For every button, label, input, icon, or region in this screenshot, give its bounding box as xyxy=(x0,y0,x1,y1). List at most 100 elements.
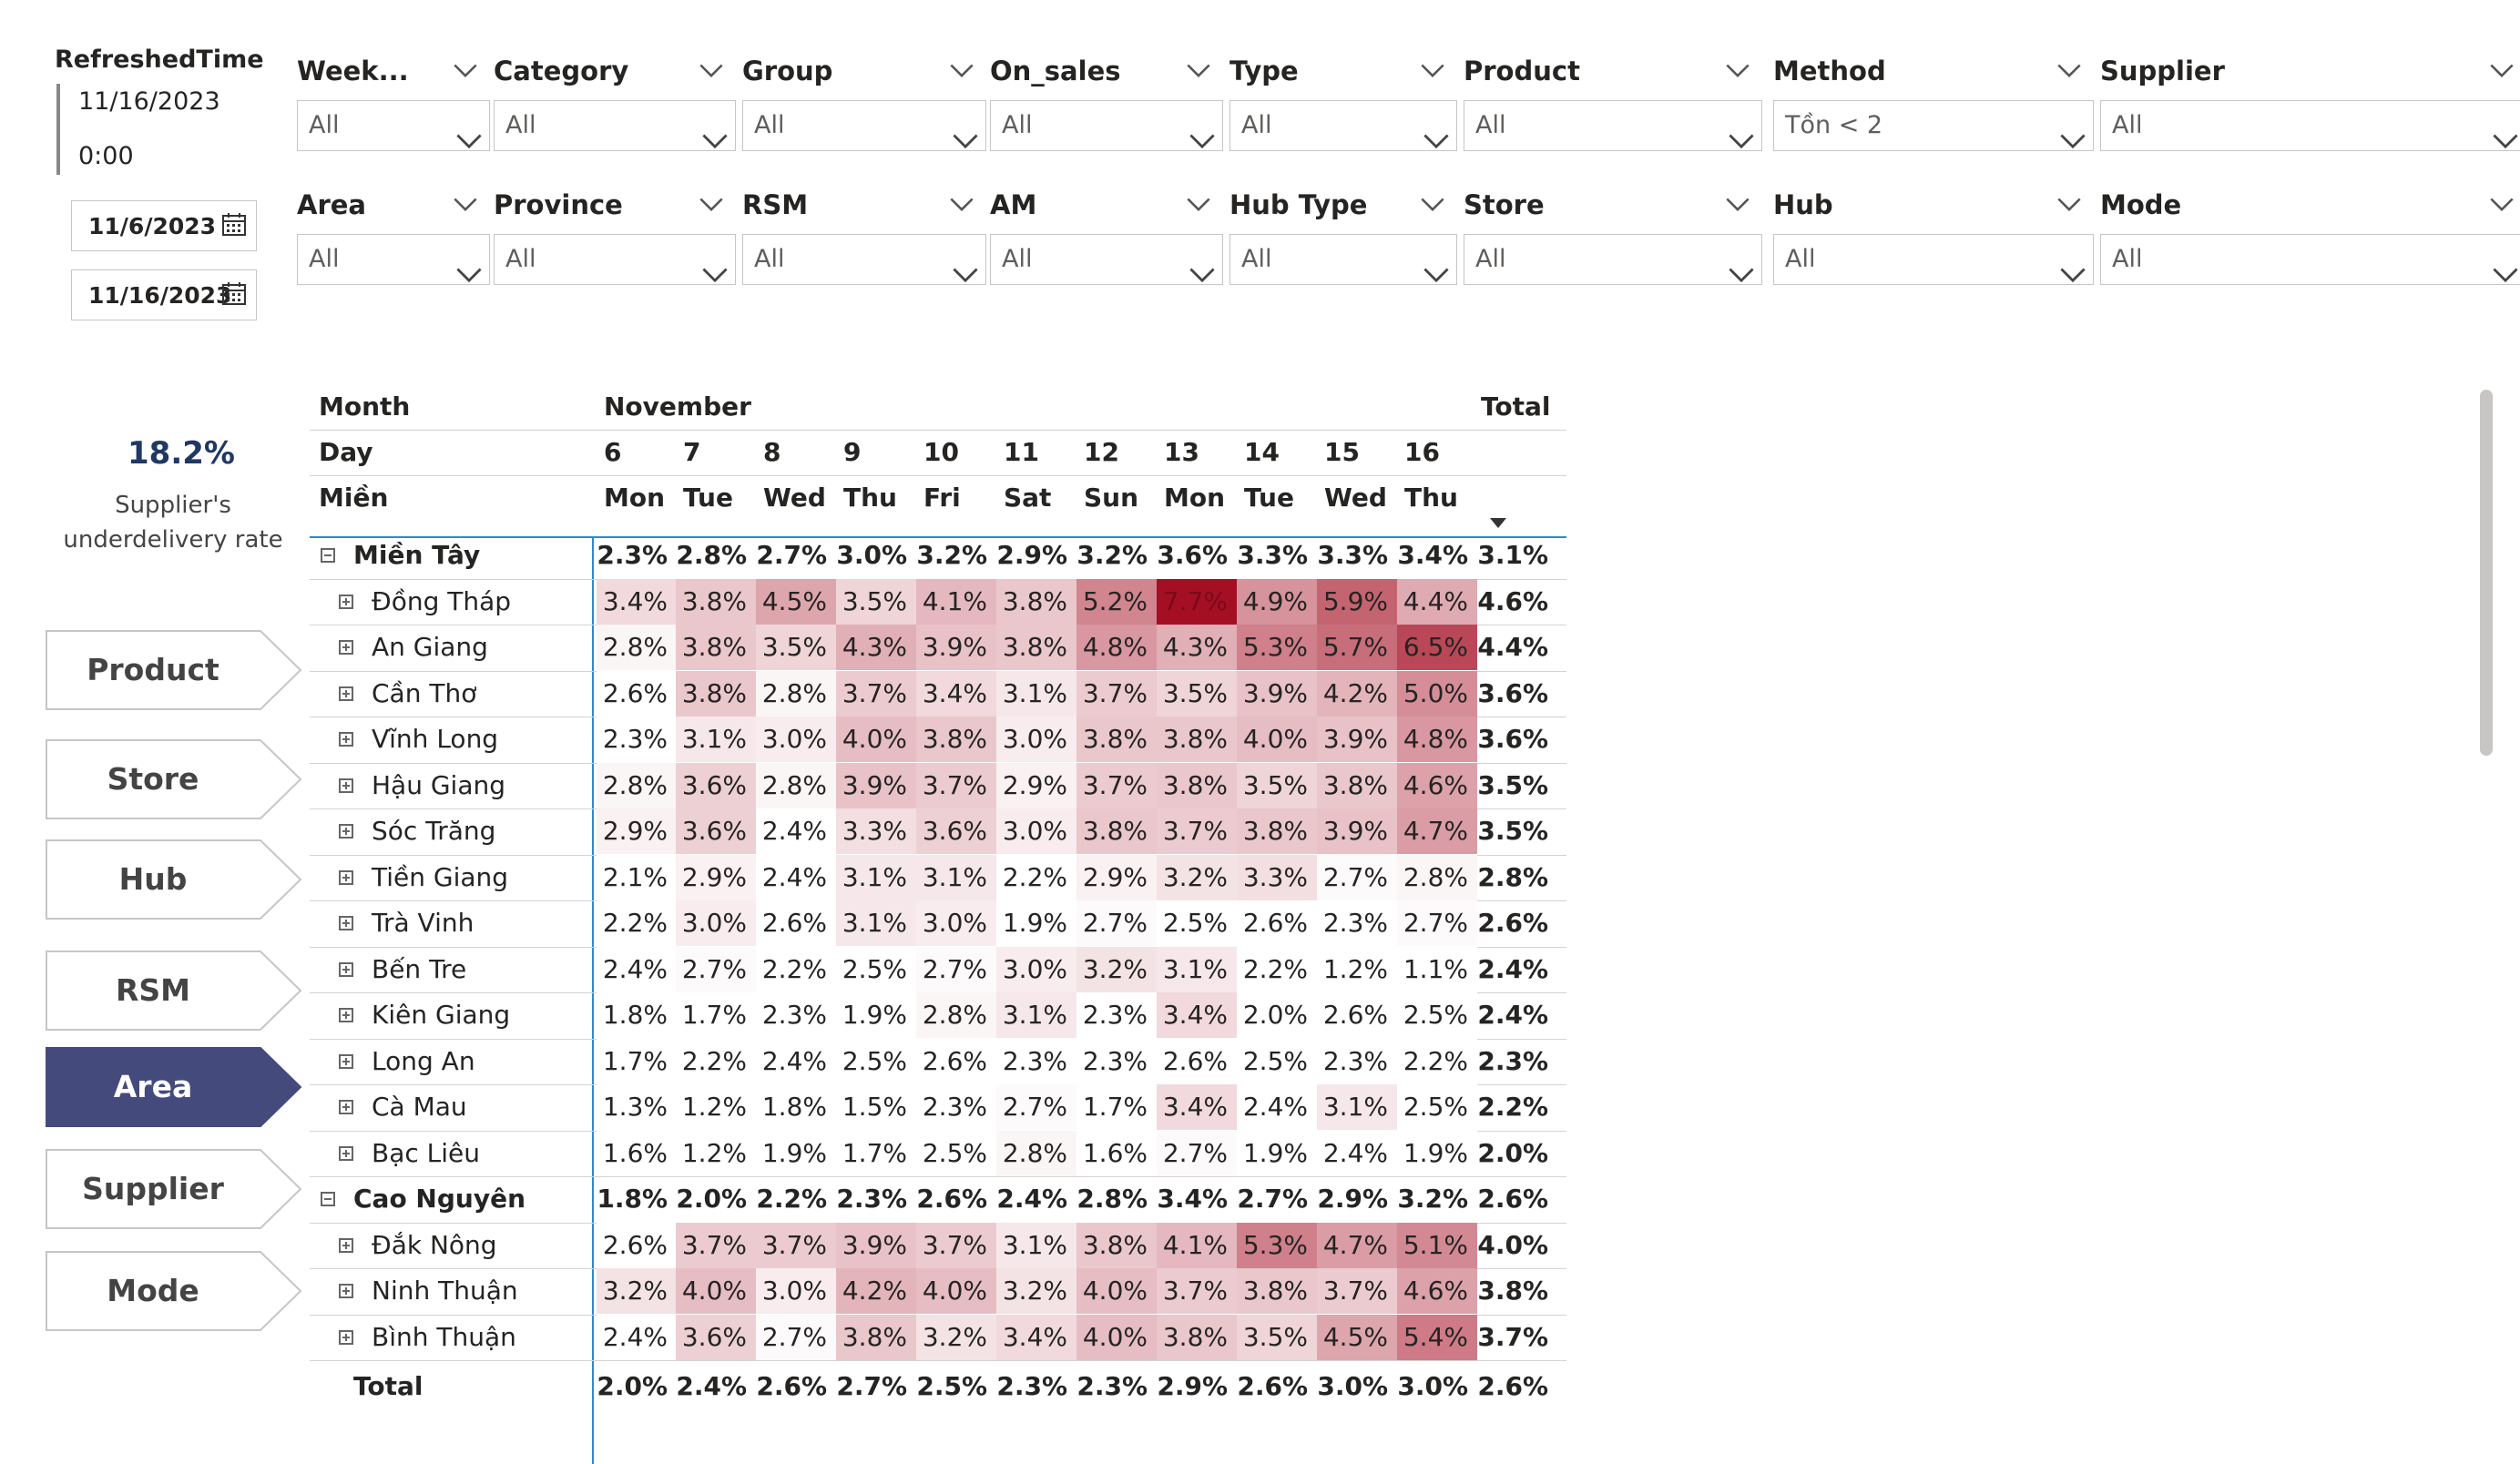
slicer-dropdown[interactable]: All xyxy=(1229,100,1457,151)
matrix-cell[interactable]: 1.9% xyxy=(1237,1130,1317,1176)
chevron-down-icon[interactable] xyxy=(953,251,978,300)
matrix-cell[interactable]: 2.3% xyxy=(1076,1038,1157,1084)
matrix-cell[interactable]: 3.0% xyxy=(756,1268,836,1314)
expand-icon[interactable] xyxy=(339,732,353,747)
matrix-cell[interactable]: 3.9% xyxy=(836,762,916,808)
matrix-cell[interactable]: 3.7% xyxy=(1076,670,1157,717)
matrix-cell[interactable]: 2.8% xyxy=(756,762,836,808)
matrix-cell[interactable]: 3.7% xyxy=(1317,1268,1397,1314)
row-total-cell[interactable]: 2.2% xyxy=(1477,1092,1548,1122)
matrix-cell[interactable]: 3.8% xyxy=(1157,762,1237,808)
date-end-input[interactable]: 11/16/2023 xyxy=(71,269,257,320)
matrix-cell[interactable]: 1.6% xyxy=(597,1130,677,1176)
expand-icon[interactable] xyxy=(339,1329,353,1345)
matrix-cell[interactable]: 1.8% xyxy=(756,1084,836,1130)
matrix-cell[interactable]: 6.5% xyxy=(1397,625,1477,670)
matrix-cell[interactable]: 1.5% xyxy=(836,1084,916,1130)
chevron-down-icon[interactable] xyxy=(1189,251,1215,300)
matrix-cell[interactable]: 2.6% xyxy=(916,1184,987,1214)
slicer-title[interactable]: Supplier xyxy=(2100,56,2225,86)
matrix-cell[interactable]: 3.1% xyxy=(676,717,756,762)
row-total-cell[interactable]: 2.6% xyxy=(1477,1184,1548,1214)
matrix-cell[interactable]: 3.6% xyxy=(916,808,996,854)
matrix-cell[interactable]: 3.7% xyxy=(916,1222,996,1268)
matrix-cell[interactable]: 3.9% xyxy=(1317,717,1397,762)
chevron-down-icon[interactable] xyxy=(1423,251,1449,300)
matrix-cell[interactable]: 2.7% xyxy=(756,1314,836,1360)
header-day[interactable]: 16 xyxy=(1404,437,1440,467)
matrix-cell[interactable]: 3.7% xyxy=(1076,762,1157,808)
sort-descending-icon[interactable] xyxy=(1490,515,1506,533)
matrix-cell[interactable]: 3.2% xyxy=(1076,540,1148,570)
matrix-cell[interactable]: 3.4% xyxy=(1157,1084,1237,1130)
nav-button-store[interactable]: Store xyxy=(46,739,302,819)
header-day[interactable]: 6 xyxy=(604,437,622,467)
matrix-cell[interactable]: 2.3% xyxy=(597,717,677,762)
matrix-cell[interactable]: 3.4% xyxy=(1157,992,1237,1038)
matrix-cell[interactable]: 1.9% xyxy=(836,992,916,1038)
matrix-cell[interactable]: 2.7% xyxy=(676,946,756,992)
chevron-down-icon[interactable] xyxy=(2057,64,2081,82)
slicer-dropdown[interactable]: All xyxy=(494,100,736,151)
matrix-cell[interactable]: 5.4% xyxy=(1397,1314,1477,1360)
chevron-down-icon[interactable] xyxy=(1187,64,1210,82)
expand-icon[interactable] xyxy=(339,824,353,839)
chevron-down-icon[interactable] xyxy=(699,64,723,82)
slicer-title[interactable]: Hub Type xyxy=(1229,189,1368,220)
chevron-down-icon[interactable] xyxy=(1729,117,1754,167)
chevron-down-icon[interactable] xyxy=(2490,198,2514,216)
matrix-cell[interactable]: 2.8% xyxy=(996,1130,1076,1176)
matrix-cell[interactable]: 2.6% xyxy=(597,670,677,717)
matrix-cell[interactable]: 3.8% xyxy=(676,625,756,670)
header-day[interactable]: 14 xyxy=(1244,437,1280,467)
slicer-title[interactable]: Week... xyxy=(297,56,409,86)
matrix-cell[interactable]: 3.8% xyxy=(836,1314,916,1360)
matrix-cell[interactable]: 2.7% xyxy=(1237,1184,1308,1214)
matrix-cell[interactable]: 1.6% xyxy=(1076,1130,1157,1176)
matrix-cell[interactable]: 3.5% xyxy=(836,578,916,625)
matrix-cell[interactable]: 2.8% xyxy=(1397,854,1477,900)
matrix-cell[interactable]: 1.2% xyxy=(676,1130,756,1176)
province-row-label[interactable]: Long An xyxy=(372,1045,475,1076)
matrix-cell[interactable]: 2.8% xyxy=(1076,1184,1148,1214)
header-weekday[interactable]: Wed xyxy=(763,483,826,513)
matrix-cell[interactable]: 4.1% xyxy=(916,578,996,625)
row-total-cell[interactable]: 4.0% xyxy=(1477,1229,1548,1260)
matrix-cell[interactable]: 3.8% xyxy=(996,625,1076,670)
province-row-label[interactable]: Hậu Giang xyxy=(372,769,506,800)
matrix-cell[interactable]: 4.0% xyxy=(1237,717,1317,762)
expand-icon[interactable] xyxy=(339,640,353,655)
matrix-cell[interactable]: 1.9% xyxy=(1397,1130,1477,1176)
matrix-cell[interactable]: 3.7% xyxy=(836,670,916,717)
chevron-down-icon[interactable] xyxy=(2057,198,2081,216)
grand-total-cell[interactable]: 2.7% xyxy=(836,1371,907,1401)
matrix-cell[interactable]: 4.2% xyxy=(1317,670,1397,717)
header-day[interactable]: 13 xyxy=(1164,437,1199,467)
grand-total-cell[interactable]: 2.3% xyxy=(1076,1371,1148,1401)
slicer-title[interactable]: Mode xyxy=(2100,189,2182,220)
matrix-cell[interactable]: 3.8% xyxy=(1076,1222,1157,1268)
matrix-cell[interactable]: 3.5% xyxy=(1237,1314,1317,1360)
slicer-dropdown[interactable]: All xyxy=(1464,234,1762,285)
header-day[interactable]: 12 xyxy=(1084,437,1119,467)
matrix-cell[interactable]: 1.8% xyxy=(597,992,677,1038)
province-row-label[interactable]: An Giang xyxy=(372,632,488,662)
province-row-label[interactable]: Bình Thuận xyxy=(372,1321,516,1352)
expand-icon[interactable] xyxy=(339,916,353,930)
matrix-cell[interactable]: 5.3% xyxy=(1237,625,1317,670)
matrix-cell[interactable]: 2.5% xyxy=(836,946,916,992)
matrix-cell[interactable]: 2.6% xyxy=(1317,992,1397,1038)
matrix-cell[interactable]: 3.2% xyxy=(1157,854,1237,900)
chevron-down-icon[interactable] xyxy=(1421,64,1444,82)
row-total-cell[interactable]: 2.4% xyxy=(1477,953,1548,984)
matrix-cell[interactable]: 3.8% xyxy=(676,578,756,625)
header-weekday[interactable]: Sun xyxy=(1084,483,1139,513)
chevron-down-icon[interactable] xyxy=(456,117,482,167)
region-row-label[interactable]: Cao Nguyên xyxy=(353,1184,526,1214)
nav-button-product[interactable]: Product xyxy=(46,630,302,710)
header-weekday[interactable]: Tue xyxy=(1244,483,1294,513)
matrix-cell[interactable]: 4.0% xyxy=(1076,1268,1157,1314)
matrix-cell[interactable]: 4.8% xyxy=(1397,717,1477,762)
matrix-cell[interactable]: 3.9% xyxy=(1237,670,1317,717)
matrix-cell[interactable]: 1.7% xyxy=(1076,1084,1157,1130)
